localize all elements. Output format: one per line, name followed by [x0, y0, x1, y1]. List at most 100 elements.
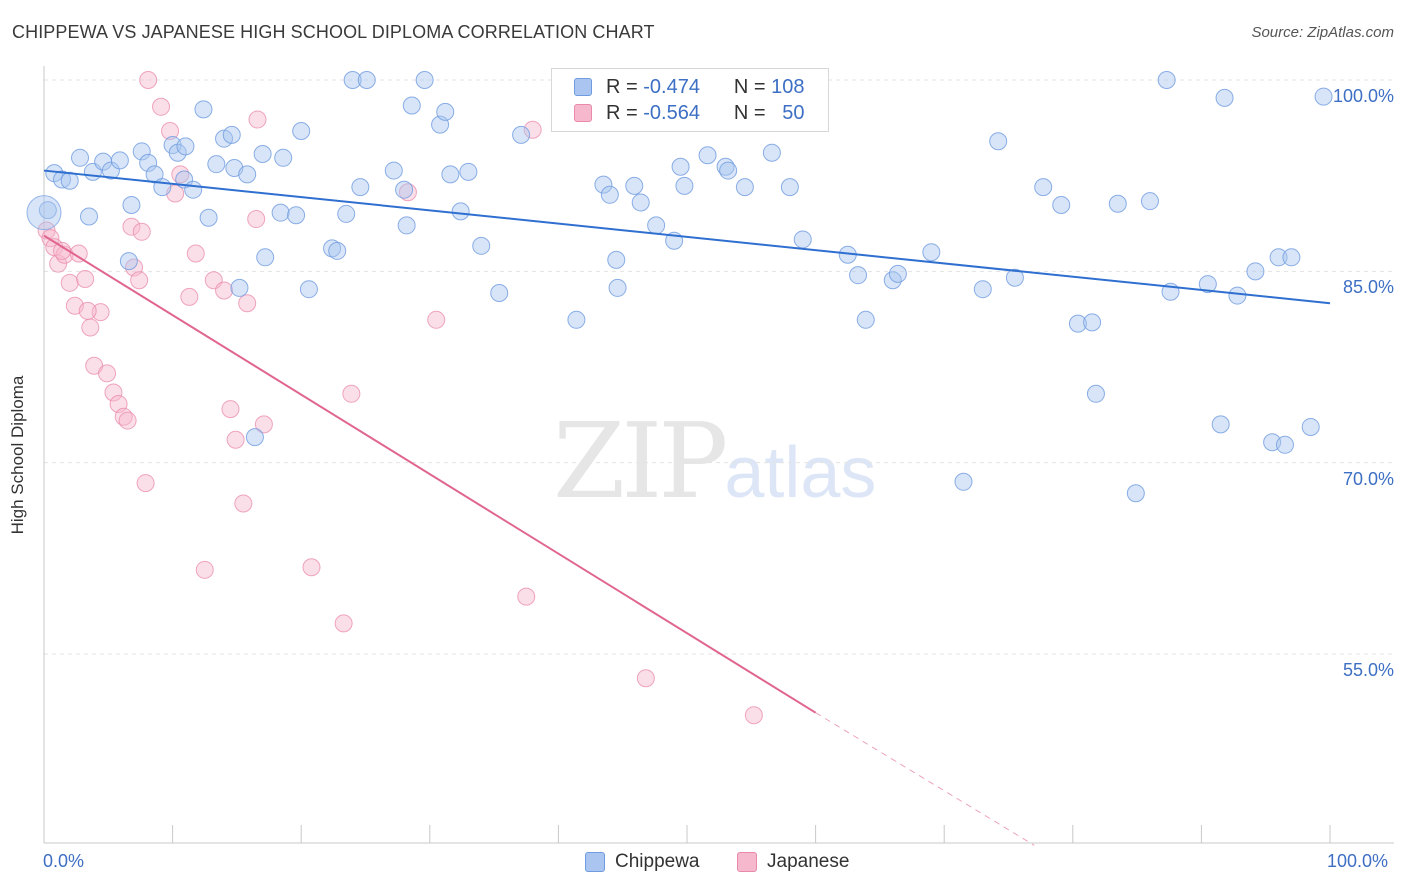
chippewa-point [38, 201, 57, 220]
chippewa-point [222, 125, 241, 144]
japanese-point [215, 281, 234, 300]
chippewa-point [199, 208, 218, 227]
chippewa-point [780, 178, 799, 197]
chippewa-point [274, 148, 293, 167]
chippewa-point [395, 180, 414, 199]
japanese-point [334, 614, 353, 633]
y-tick-label: 70.0% [1342, 468, 1394, 489]
chippewa-point [1140, 192, 1159, 211]
japanese-point [132, 222, 151, 241]
japanese-swatch [574, 104, 592, 122]
x-tick-label-min: 0.0% [43, 851, 85, 871]
chippewa-point [671, 157, 690, 176]
legend-n-label: N = [733, 101, 766, 124]
series-legend: Chippewa Japanese [0, 851, 1406, 877]
chippewa-point [53, 170, 72, 189]
japanese-point [234, 494, 253, 513]
legend-r-value: -0.474 [643, 75, 700, 98]
chippewa-point [357, 71, 376, 89]
japanese-point [248, 110, 267, 129]
chippewa-point [1314, 87, 1333, 106]
chippewa-point [292, 122, 311, 141]
japanese-point [744, 706, 763, 725]
chippewa-point [207, 155, 226, 174]
japanese-point [247, 210, 266, 229]
chippewa-point [472, 236, 491, 255]
japanese-point [427, 310, 446, 329]
chippewa-point [122, 196, 141, 215]
chippewa-point [1246, 262, 1265, 281]
chippewa-point [600, 185, 619, 204]
chippewa-point [351, 178, 370, 197]
chippewa-point [1269, 248, 1288, 267]
chippewa-point [194, 100, 213, 119]
legend-row-chippewa: R = -0.474 N = 108 [574, 75, 805, 99]
japanese-trend-extension [815, 712, 1035, 846]
legend-n-value: 108 [771, 75, 805, 98]
watermark-atlas: atlas [724, 433, 877, 513]
chippewa-point [397, 216, 416, 235]
chippewa-point [625, 176, 644, 195]
chippewa-point [631, 193, 650, 212]
chippewa-point [856, 310, 875, 329]
chippewa-point [954, 472, 973, 491]
japanese-point [81, 318, 100, 337]
japanese-point [302, 558, 321, 577]
chippewa-point [71, 148, 90, 167]
japanese-point [118, 411, 137, 430]
chippewa-point [567, 310, 586, 329]
chippewa-point [343, 71, 362, 89]
chippewa-point [1198, 275, 1217, 294]
japanese-point [91, 303, 110, 322]
chippewa-point [1052, 196, 1071, 215]
chippewa-point [451, 202, 470, 221]
chippewa-point [1275, 435, 1294, 454]
chippewa-point [735, 178, 754, 197]
chippewa-point [139, 153, 158, 172]
chippewa-point [608, 278, 627, 297]
legend-japanese-label: Japanese [767, 851, 850, 872]
y-tick-label: 85.0% [1342, 277, 1394, 298]
y-axis-label: High School Diploma [8, 375, 27, 535]
chippewa-point [184, 180, 203, 199]
japanese-point [122, 217, 141, 236]
chippewa-point [594, 175, 613, 194]
chippewa-point [402, 96, 421, 115]
japanese-point [98, 364, 117, 383]
chippewa-point [328, 241, 347, 260]
chippewa-point [989, 132, 1008, 151]
y-tick-label: 55.0% [1342, 660, 1394, 680]
japanese-point [130, 271, 149, 290]
japanese-point [180, 287, 199, 306]
chippewa-point [436, 102, 455, 121]
japanese-trend-line [43, 234, 817, 714]
japanese-point [78, 301, 97, 320]
correlation-legend: R = -0.474 N = 108 R = -0.564 N = 50 [551, 68, 829, 132]
japanese-legend-swatch [737, 852, 757, 872]
legend-n-value: 50 [782, 101, 805, 124]
chippewa-point [441, 165, 460, 184]
chippewa-point [132, 142, 151, 161]
watermark-zip: ZIP [553, 400, 728, 522]
chippewa-point [1083, 313, 1102, 332]
chippewa-point [384, 161, 403, 180]
chippewa-point [1005, 268, 1024, 287]
chippewa-point [607, 250, 626, 269]
chippewa-swatch [574, 78, 592, 96]
legend-r-value: -0.564 [643, 101, 700, 124]
chippewa-point [1108, 194, 1127, 213]
chippewa-point [490, 284, 509, 303]
japanese-point [161, 122, 180, 141]
chippewa-point [1228, 286, 1247, 305]
chippewa-point [512, 125, 531, 144]
chippewa-legend-swatch [585, 852, 605, 872]
chippewa-point [101, 161, 120, 180]
legend-n-label: N = [733, 75, 766, 98]
chippewa-point [415, 71, 434, 89]
chippewa-point [1282, 248, 1301, 267]
japanese-point [76, 269, 95, 288]
chippewa-point [719, 161, 738, 180]
chippewa-point [271, 203, 290, 222]
japanese-point [139, 71, 158, 89]
